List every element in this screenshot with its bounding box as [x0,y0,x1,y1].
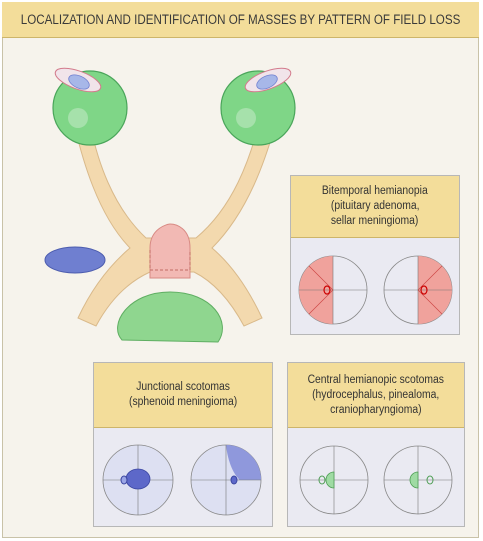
panel-bitemporal-title: Bitemporal hemianopia [322,185,428,197]
field-left-eye [298,255,368,325]
field-right-eye [190,444,262,516]
left-eye [52,67,128,146]
panel-central-subtitle-2: craniopharyngioma) [330,403,422,416]
field-right-eye [383,445,453,515]
panel-central-header: Central hemianopic scotomas (hydrocephal… [288,363,464,428]
field-right-eye [383,255,453,325]
bitemporal-field-plots [298,255,453,325]
panel-bitemporal: Bitemporal hemianopia (pituitary adenoma… [290,175,460,335]
panel-junctional: Junctional scotomas (sphenoid meningioma… [93,362,273,527]
panel-junctional-title: Junctional scotomas [136,381,230,393]
field-left-eye [102,444,174,516]
panel-bitemporal-header: Bitemporal hemianopia (pituitary adenoma… [291,176,459,238]
panel-bitemporal-subtitle-1: (pituitary adenoma, [330,200,420,212]
junctional-field-plots [102,444,262,516]
pituitary-mass [149,223,191,279]
panel-central-title: Central hemianopic scotomas [307,373,445,386]
panel-bitemporal-subtitle-2: sellar meningioma) [331,215,419,227]
title-bar: LOCALIZATION AND IDENTIFICATION OF MASSE… [2,2,479,38]
panel-junctional-subtitle: (sphenoid meningioma) [128,396,238,408]
field-left-eye [299,445,369,515]
optic-pathway [71,111,279,327]
figure-title: LOCALIZATION AND IDENTIFICATION OF MASSE… [20,12,461,27]
panel-junctional-header: Junctional scotomas (sphenoid meningioma… [94,363,272,428]
third-ventricle-mass [117,291,223,343]
right-eye [220,67,296,146]
central-field-plots [299,445,453,515]
panel-central-subtitle-1: (hydrocephalus, pinealoma, [312,388,440,401]
sphenoid-mass [44,246,106,274]
panel-central: Central hemianopic scotomas (hydrocephal… [287,362,465,527]
